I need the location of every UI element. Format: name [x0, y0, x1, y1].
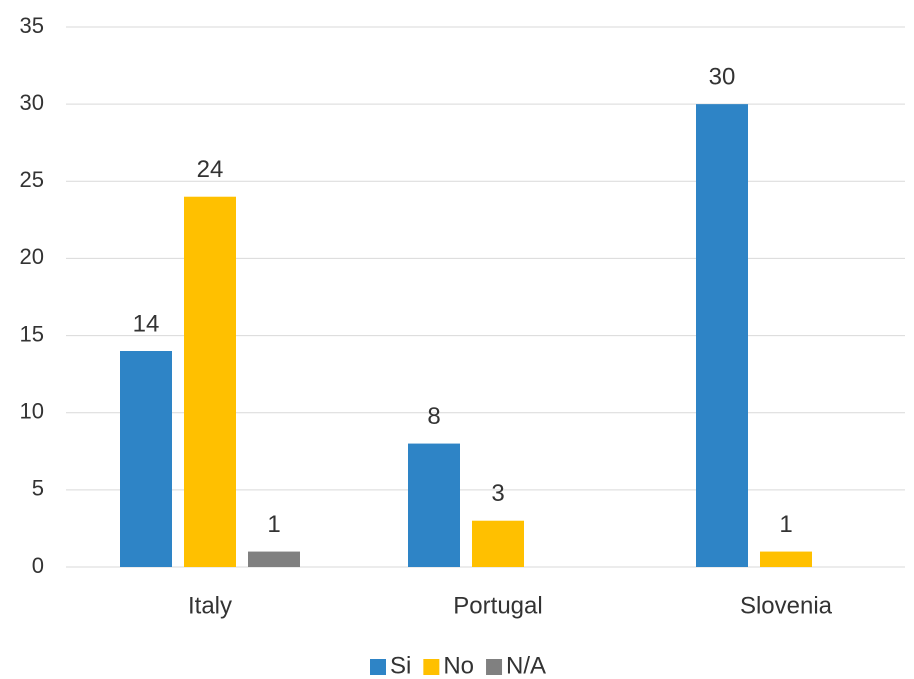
legend-label: No: [443, 652, 474, 679]
y-tick-label: 25: [20, 167, 44, 192]
y-tick-label: 15: [20, 321, 44, 346]
data-label: 1: [267, 511, 280, 538]
legend-swatch: [423, 659, 440, 675]
x-tick-label: Portugal: [453, 592, 542, 619]
y-tick-label: 35: [20, 13, 44, 38]
bar: [760, 551, 812, 567]
bar: [408, 443, 460, 567]
data-label: 8: [427, 403, 440, 430]
data-label: 14: [133, 310, 160, 337]
legend-swatch: [370, 659, 386, 675]
y-tick-label: 10: [20, 399, 44, 424]
y-tick-label: 20: [20, 244, 44, 269]
legend-label: N/A: [506, 652, 546, 679]
bar: [248, 551, 300, 567]
legend-swatch: [486, 659, 503, 675]
data-label: 3: [491, 480, 504, 507]
x-tick-label: Italy: [188, 592, 232, 619]
bar: [184, 196, 236, 567]
bar: [120, 351, 172, 567]
bar: [696, 104, 748, 568]
legend-label: Si: [390, 652, 411, 679]
data-label: 1: [779, 511, 792, 538]
data-label: 30: [709, 63, 736, 90]
x-tick-label: Slovenia: [740, 592, 833, 619]
data-label: 24: [197, 156, 224, 183]
bar: [472, 520, 524, 567]
y-tick-label: 30: [20, 90, 44, 115]
y-tick-label: 5: [32, 476, 44, 501]
y-tick-label: 0: [32, 553, 44, 578]
